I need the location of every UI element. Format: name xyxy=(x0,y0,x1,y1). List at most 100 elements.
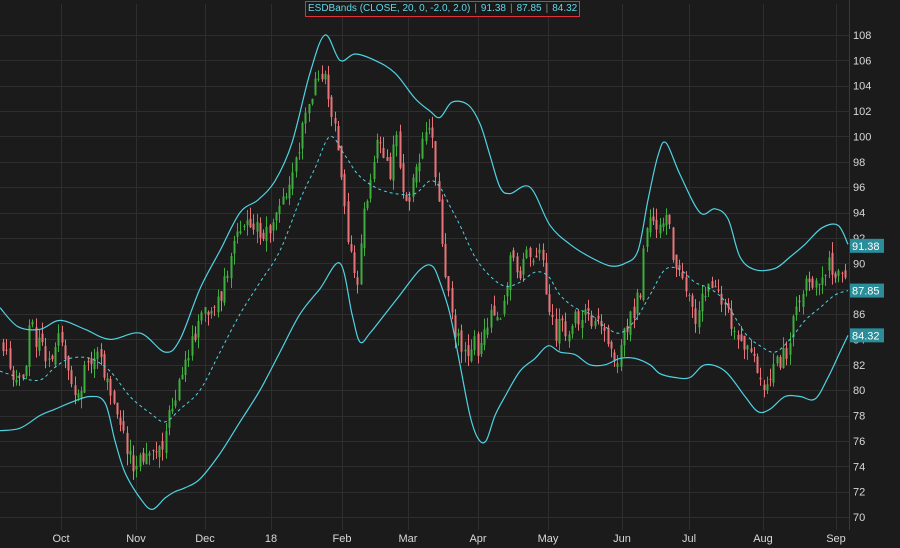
candle-body xyxy=(80,391,83,398)
candle-body xyxy=(451,288,454,313)
candle-body xyxy=(64,345,67,359)
candle-body xyxy=(581,319,584,329)
candle-body xyxy=(217,296,220,313)
candle-body xyxy=(122,421,125,431)
x-tick-label: Oct xyxy=(52,533,69,545)
candle-body xyxy=(35,327,38,347)
candle-body xyxy=(135,465,138,470)
separator: | xyxy=(474,3,477,14)
candle-body xyxy=(223,276,226,303)
candle-body xyxy=(70,370,73,385)
candle-body xyxy=(373,162,376,180)
candle-body xyxy=(295,157,298,172)
candle-body xyxy=(746,345,749,350)
candle-body xyxy=(165,431,168,453)
candle-body xyxy=(18,375,21,377)
candle-body xyxy=(246,220,249,226)
study-legend[interactable]: ESDBands (CLOSE, 20, 0, -2.0, 2.0) | 91.… xyxy=(305,1,581,17)
price-label-box xyxy=(850,238,884,253)
candle-body xyxy=(763,384,766,391)
candle-body xyxy=(828,257,831,271)
candle-body xyxy=(142,452,145,462)
candle-body xyxy=(178,379,181,400)
candle-body xyxy=(340,145,343,178)
candle-body xyxy=(360,243,363,285)
y-tick-label: 100 xyxy=(853,131,871,143)
upper-band-value: 91.38 xyxy=(480,3,506,14)
candle-body xyxy=(694,308,697,324)
candle-body xyxy=(642,248,645,301)
candle-body xyxy=(106,378,109,383)
y-tick-label: 70 xyxy=(853,512,865,524)
candle-body xyxy=(577,311,580,325)
candle-body xyxy=(288,184,291,199)
candle-body xyxy=(314,78,317,96)
candle-body xyxy=(200,312,203,321)
candle-body xyxy=(350,244,353,252)
middle-band-value: 87.85 xyxy=(516,3,542,14)
candle-body xyxy=(210,310,213,314)
upper-band-line xyxy=(0,34,849,353)
candle-body xyxy=(542,249,545,261)
candle-body xyxy=(161,440,164,450)
candle-body xyxy=(113,391,116,404)
candle-body xyxy=(252,223,255,230)
x-tick-label: Mar xyxy=(399,533,418,545)
candle-body xyxy=(772,363,775,383)
candle-body xyxy=(337,126,340,151)
candle-body xyxy=(220,291,223,301)
candle-body xyxy=(750,348,753,352)
candle-body xyxy=(145,453,148,465)
candle-body xyxy=(44,346,47,362)
x-axis: Oct Nov Dec 18 Feb Mar Apr May Jun Jul Aug Sep xyxy=(52,533,845,545)
candle-body xyxy=(499,318,502,320)
candle-body xyxy=(447,276,450,291)
candle-body xyxy=(262,232,265,240)
candle-body xyxy=(204,307,207,314)
candle-body xyxy=(655,219,658,230)
y-tick-label: 76 xyxy=(853,436,865,448)
candle-body xyxy=(460,330,463,352)
candle-body xyxy=(776,356,779,364)
candle-body xyxy=(243,225,246,227)
candle-body xyxy=(12,370,15,380)
candle-body xyxy=(834,273,837,278)
candle-body xyxy=(561,318,564,321)
y-tick-label: 98 xyxy=(853,157,865,169)
candle-body xyxy=(152,450,155,452)
candle-body xyxy=(421,138,424,159)
candle-body xyxy=(187,357,190,361)
candle-body xyxy=(399,131,402,168)
y-tick-label: 94 xyxy=(853,208,865,220)
x-tick-label: Sep xyxy=(826,533,846,545)
bands xyxy=(0,34,849,511)
candle-body xyxy=(308,104,311,114)
candle-body xyxy=(239,231,242,234)
candle-body xyxy=(311,98,314,104)
candle-body xyxy=(132,455,135,472)
candle-body xyxy=(659,224,662,234)
candle-body xyxy=(298,152,301,154)
candle-body xyxy=(116,402,119,415)
candle-body xyxy=(844,270,847,278)
candle-body xyxy=(415,166,418,183)
candle-body xyxy=(496,316,499,321)
candle-body xyxy=(626,325,629,333)
candle-body xyxy=(171,408,174,412)
candle-body xyxy=(431,127,434,138)
candle-body xyxy=(701,293,704,312)
candle-body xyxy=(672,227,675,260)
candle-body xyxy=(740,334,743,342)
x-tick-label: 18 xyxy=(265,533,277,545)
candle-body xyxy=(275,212,278,221)
candle-body xyxy=(805,278,808,291)
price-label-box xyxy=(850,328,884,343)
candle-body xyxy=(574,311,577,324)
candle-body xyxy=(590,315,593,327)
candle-body xyxy=(477,333,480,356)
candle-body xyxy=(74,385,77,395)
x-tick-label: Aug xyxy=(753,533,773,545)
candle-body xyxy=(698,310,701,328)
x-tick-label: Jun xyxy=(613,533,631,545)
